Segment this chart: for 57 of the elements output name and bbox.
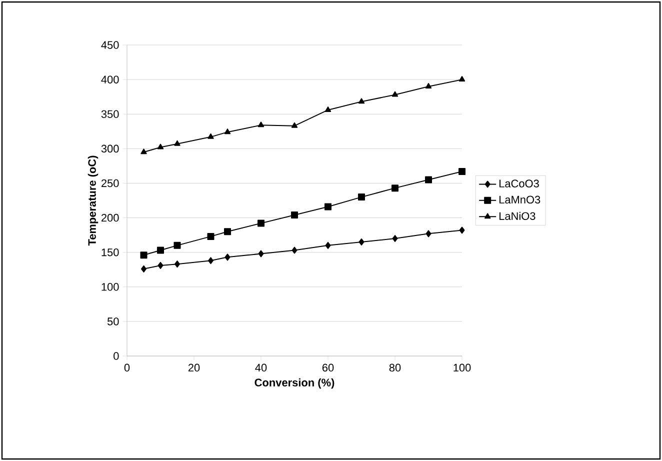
point	[425, 176, 432, 184]
point	[157, 144, 164, 150]
point	[224, 254, 230, 261]
y-tick-label: 150	[102, 248, 119, 256]
legend-label: LaMnO3	[499, 196, 540, 204]
point	[426, 230, 432, 238]
y-tick-label: 300	[101, 144, 119, 153]
y-tick-label: 450	[101, 41, 119, 49]
x-tick-label: 0	[124, 364, 130, 372]
y-tick-label: 100	[102, 283, 119, 291]
y-tick-label: 200	[101, 214, 119, 222]
point	[174, 260, 180, 268]
point	[157, 246, 164, 254]
point	[358, 194, 366, 201]
x-tick-label: 20	[188, 364, 200, 372]
point	[392, 91, 398, 97]
point	[291, 122, 298, 128]
point	[140, 252, 148, 259]
point	[140, 148, 147, 154]
point	[425, 82, 432, 88]
point	[291, 212, 298, 219]
legend-label: LaCoO3	[499, 180, 539, 188]
y-tick-label: 0	[114, 352, 119, 360]
point	[141, 265, 146, 272]
point	[224, 228, 231, 236]
point	[324, 106, 332, 112]
legend-label: LaNiO3	[499, 212, 536, 220]
point	[208, 257, 214, 264]
point	[325, 242, 331, 249]
point	[324, 203, 332, 210]
x-tick-label: 80	[389, 364, 401, 372]
x-tick-label: 40	[255, 364, 267, 372]
point	[358, 238, 364, 246]
point	[459, 226, 465, 234]
point	[392, 235, 398, 242]
point	[358, 98, 365, 104]
point	[458, 76, 466, 82]
y-tick-label: 50	[107, 318, 119, 326]
point	[258, 220, 264, 227]
point	[292, 246, 298, 254]
point	[208, 133, 214, 139]
point	[207, 232, 214, 240]
point	[392, 184, 399, 192]
point	[224, 128, 231, 134]
y-tick-label: 400	[101, 76, 119, 84]
y-axis-title: Temperature (oC)	[88, 156, 98, 246]
point	[174, 242, 181, 249]
point	[158, 262, 164, 269]
point	[258, 250, 264, 258]
point	[458, 168, 466, 175]
x-tick-label: 100	[454, 364, 471, 372]
point	[258, 122, 264, 128]
point	[174, 140, 180, 146]
y-tick-label: 250	[101, 179, 119, 188]
x-axis-title: Conversion (%)	[254, 378, 334, 389]
x-tick-label: 60	[322, 364, 334, 372]
y-tick-label: 350	[101, 110, 119, 118]
